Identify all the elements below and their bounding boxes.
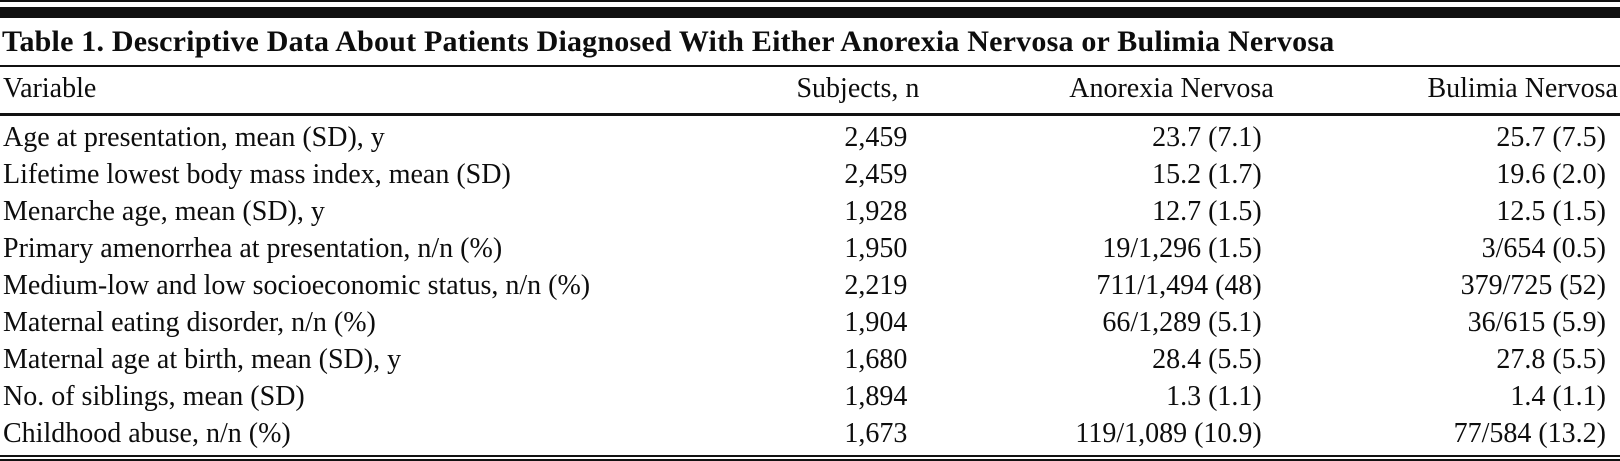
top-thin-rule [0,0,1620,2]
table-row: Menarche age, mean (SD), y 1,928 12.7 (1.5… [0,193,1620,230]
table-row: No. of siblings, mean (SD) 1,894 1.3 (1.1)… [0,378,1620,415]
value-cell: 2,459 [844,122,908,153]
value-cell: 1,894 [844,381,908,412]
variable-cell: Age at presentation, mean (SD), y [3,122,385,153]
value-cell: 66/1,289 (5.1) [1102,307,1262,338]
value-cell: 28.4 (5.5) [1152,344,1262,375]
value-cell: 2,219 [844,270,908,301]
table-row: Medium-low and low socioeconomic status,… [0,267,1620,304]
value-cell: 12.7 (1.5) [1152,196,1262,227]
value-cell: 12.5 (1.5) [1496,196,1606,227]
value-cell: 379/725 (52) [1460,270,1606,301]
variable-cell: Maternal age at birth, mean (SD), y [3,344,402,375]
value-cell: 27.8 (5.5) [1496,344,1606,375]
value-cell: 3/654 (0.5) [1481,233,1606,264]
value-cell: 711/1,494 (48) [1096,270,1262,301]
bottom-thin-rule [0,455,1620,457]
variable-cell: Medium-low and low socioeconomic status,… [3,270,591,301]
table-row: Lifetime lowest body mass index, mean (S… [0,156,1620,193]
column-header-subjects-n: Subjects, n [749,67,922,116]
value-cell: 77/584 (13.2) [1453,418,1606,449]
table-row: Primary amenorrhea at presentation, n/n … [0,230,1620,267]
value-cell: 19/1,296 (1.5) [1102,233,1262,264]
table-body: Age at presentation, mean (SD), y 2,459 23… [0,115,1620,453]
value-cell: 25.7 (7.5) [1496,122,1606,153]
table-row: Maternal eating disorder, n/n (%) 1,904 66… [0,304,1620,341]
variable-cell: Primary amenorrhea at presentation, n/n … [3,233,503,264]
bottom-thick-rule [0,459,1620,461]
value-cell: 19.6 (2.0) [1496,159,1606,190]
value-cell: 1,680 [844,344,908,375]
value-cell: 15.2 (1.7) [1152,159,1262,190]
descriptive-data-table: Variable Subjects, n Anorexia Nervosa Bu… [0,67,1620,452]
value-cell: 36/615 (5.9) [1467,307,1606,338]
variable-cell: Lifetime lowest body mass index, mean (S… [3,159,511,190]
variable-cell: Childhood abuse, n/n (%) [3,418,291,449]
table-row: Age at presentation, mean (SD), y 2,459 23… [0,115,1620,157]
column-header-anorexia-nervosa: Anorexia Nervosa [921,67,1276,116]
variable-cell: Maternal eating disorder, n/n (%) [3,307,376,338]
value-cell: 23.7 (7.1) [1152,122,1262,153]
table-header-row: Variable Subjects, n Anorexia Nervosa Bu… [0,67,1620,116]
value-cell: 1,673 [844,418,908,449]
variable-cell: No. of siblings, mean (SD) [3,381,305,412]
value-cell: 1,904 [844,307,908,338]
table-row: Maternal age at birth, mean (SD), y 1,680… [0,341,1620,378]
value-cell: 1.3 (1.1) [1166,381,1262,412]
table-title: Table 1. Descriptive Data About Patients… [0,18,1620,67]
value-cell: 2,459 [844,159,908,190]
value-cell: 1,950 [844,233,908,264]
column-header-bulimia-nervosa: Bulimia Nervosa [1275,67,1620,116]
value-cell: 119/1,089 (10.9) [1075,418,1262,449]
variable-cell: Menarche age, mean (SD), y [3,196,325,227]
table-row: Childhood abuse, n/n (%) 1,673 119/1,089 (… [0,415,1620,452]
top-thick-rule [0,7,1620,18]
column-header-variable: Variable [0,67,750,116]
value-cell: 1,928 [844,196,908,227]
value-cell: 1.4 (1.1) [1510,381,1606,412]
